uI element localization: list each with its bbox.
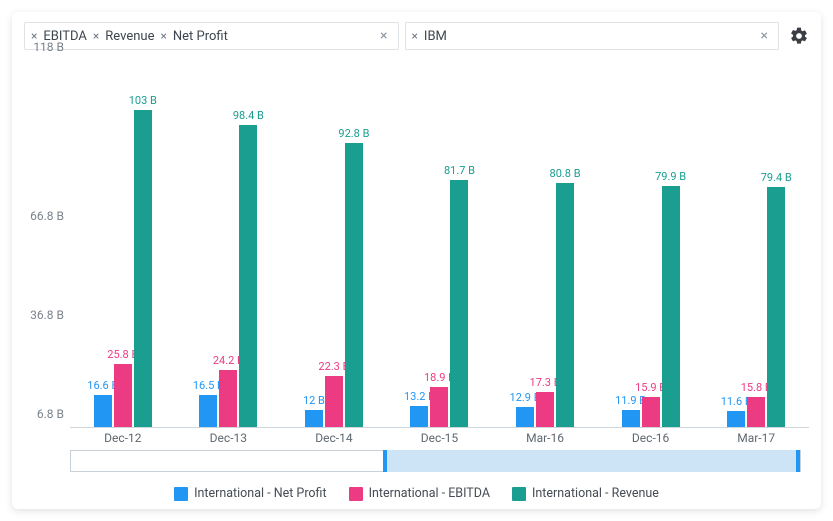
chart-card: ×EBITDA×Revenue×Net Profit× ×IBM× 6.8 B3… — [12, 12, 821, 509]
legend-swatch — [174, 487, 188, 501]
bar-net_profit[interactable]: 12.9 B — [516, 407, 534, 427]
bar-net_profit[interactable]: 16.5 B — [199, 395, 217, 427]
legend-swatch — [349, 487, 363, 501]
remove-tag-icon[interactable]: × — [410, 29, 420, 43]
entity-tag: × IBM — [410, 29, 447, 44]
remove-tag-icon[interactable]: × — [91, 29, 101, 43]
x-tick-label: Dec-16 — [598, 431, 704, 445]
legend-label: International - Revenue — [532, 486, 659, 501]
bar-revenue[interactable]: 98.4 B — [239, 125, 257, 427]
bar-net_profit[interactable]: 12 B — [305, 410, 323, 427]
x-tick-label: Dec-15 — [387, 431, 493, 445]
bar-value-label: 92.8 B — [338, 127, 369, 140]
bar-group: 16.5 B24.2 B98.4 B — [176, 60, 282, 427]
x-tick-label: Dec-13 — [176, 431, 282, 445]
bar-value-label: 80.8 B — [550, 167, 581, 180]
x-axis-labels: Dec-12Dec-13Dec-14Dec-15Mar-16Dec-16Mar-… — [70, 428, 809, 448]
bar-ebitda[interactable]: 17.3 B — [536, 392, 554, 427]
legend-label: International - EBITDA — [369, 486, 490, 501]
y-tick-label: 66.8 B — [30, 209, 64, 223]
remove-tag-icon[interactable]: × — [158, 29, 168, 43]
legend-label: International - Net Profit — [194, 486, 327, 501]
chart-legend: International - Net Profit International … — [24, 486, 809, 501]
range-scrubber[interactable] — [70, 450, 801, 472]
bar-value-label: 79.9 B — [655, 170, 686, 183]
bar-revenue[interactable]: 79.9 B — [662, 186, 680, 427]
bar-group: 11.9 B15.9 B79.9 B — [598, 60, 704, 427]
gear-icon[interactable] — [789, 26, 809, 46]
bar-net_profit[interactable]: 13.2 B — [410, 406, 428, 427]
bar-value-label: 81.7 B — [444, 164, 475, 177]
filter-bar: ×EBITDA×Revenue×Net Profit× ×IBM× — [24, 22, 809, 50]
metrics-filter-box[interactable]: ×EBITDA×Revenue×Net Profit× — [24, 22, 399, 50]
x-tick-label: Mar-16 — [492, 431, 598, 445]
clear-metrics-icon[interactable]: × — [376, 28, 391, 44]
bar-revenue[interactable]: 81.7 B — [450, 180, 468, 427]
clear-entity-icon[interactable]: × — [757, 28, 772, 44]
legend-item[interactable]: International - Net Profit — [174, 486, 327, 501]
bar-value-label: 79.4 B — [761, 171, 792, 184]
y-tick-label: 36.8 B — [30, 308, 64, 322]
bar-net_profit[interactable]: 16.6 B — [94, 395, 112, 427]
bar-group: 16.6 B25.8 B103 B — [70, 60, 176, 427]
y-axis: 6.8 B36.8 B66.8 B118 B — [24, 60, 70, 428]
bar-ebitda[interactable]: 15.8 B — [747, 397, 765, 427]
bar-group: 12.9 B17.3 B80.8 B — [492, 60, 598, 427]
tag-label: Net Profit — [173, 29, 228, 44]
bar-group: 12 B22.3 B92.8 B — [281, 60, 387, 427]
bar-ebitda[interactable]: 22.3 B — [325, 376, 343, 427]
bar-group: 11.6 B15.8 B79.4 B — [703, 60, 809, 427]
entity-filter-box[interactable]: × IBM × — [405, 22, 780, 50]
bar-value-label: 12 B — [303, 394, 325, 407]
bar-revenue[interactable]: 92.8 B — [345, 143, 363, 427]
legend-item[interactable]: International - EBITDA — [349, 486, 490, 501]
x-tick-label: Mar-17 — [703, 431, 809, 445]
chart-plot: 16.6 B25.8 B103 B16.5 B24.2 B98.4 B12 B2… — [70, 60, 809, 428]
bar-ebitda[interactable]: 15.9 B — [642, 397, 660, 427]
bar-net_profit[interactable]: 11.6 B — [727, 411, 745, 427]
metric-tag: × Revenue — [91, 29, 155, 44]
bar-ebitda[interactable]: 24.2 B — [219, 370, 237, 427]
bar-value-label: 103 B — [129, 94, 157, 107]
bar-revenue[interactable]: 80.8 B — [556, 183, 574, 427]
legend-item[interactable]: International - Revenue — [512, 486, 659, 501]
chart-area: 6.8 B36.8 B66.8 B118 B 16.6 B25.8 B103 B… — [24, 60, 809, 428]
x-tick-label: Dec-12 — [70, 431, 176, 445]
y-tick-label: 118 B — [33, 40, 64, 54]
bar-ebitda[interactable]: 18.9 B — [430, 387, 448, 427]
bar-revenue[interactable]: 103 B — [134, 110, 152, 427]
bar-revenue[interactable]: 79.4 B — [767, 187, 785, 427]
bar-net_profit[interactable]: 11.9 B — [622, 410, 640, 427]
range-scrubber-selection[interactable] — [383, 450, 800, 472]
bar-value-label: 98.4 B — [233, 109, 264, 122]
legend-swatch — [512, 487, 526, 501]
tag-label: Revenue — [105, 29, 154, 44]
y-tick-label: 6.8 B — [37, 407, 64, 421]
x-tick-label: Dec-14 — [281, 431, 387, 445]
metric-tag: × Net Profit — [158, 29, 227, 44]
bar-group: 13.2 B18.9 B81.7 B — [387, 60, 493, 427]
tag-label: IBM — [424, 29, 447, 44]
bar-ebitda[interactable]: 25.8 B — [114, 364, 132, 427]
